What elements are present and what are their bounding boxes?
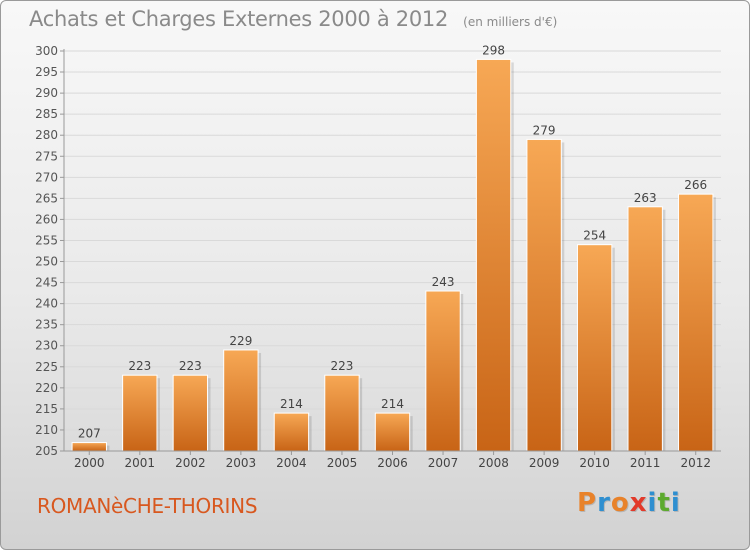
y-tick-label: 225 [35, 360, 58, 374]
y-tick-label: 245 [35, 276, 58, 290]
bar-2005[interactable] [324, 374, 360, 452]
bar-value-label: 243 [432, 275, 455, 289]
x-tick-label: 2011 [630, 456, 661, 470]
x-axis: 2000 2001 2002 2003 2004 2005 2006 2007 2008 2009… [64, 450, 721, 470]
y-axis: 205 210 215 220 225 230 235 240 245 250 255 260 265 2… [35, 44, 65, 458]
x-tick-label: 2007 [428, 456, 459, 470]
logo-letter: o [610, 488, 630, 518]
bar-2001[interactable] [122, 374, 158, 452]
logo-letter: r [597, 488, 611, 518]
y-tick-label: 210 [35, 423, 58, 437]
proxiti-logo[interactable]: Proxiti [577, 488, 681, 518]
y-tick-label: 230 [35, 339, 58, 353]
logo-letter: i [670, 488, 681, 518]
bar-value-label: 223 [179, 359, 202, 373]
commune-name: ROMANèCHE-THORINS [37, 494, 258, 518]
bar-2007[interactable] [425, 290, 461, 452]
x-tick-label: 2006 [377, 456, 408, 470]
x-tick-label: 2001 [125, 456, 156, 470]
y-tick-label: 235 [35, 318, 58, 332]
y-tick-label: 215 [35, 402, 58, 416]
x-tick-label: 2005 [327, 456, 358, 470]
bar-2004[interactable] [273, 412, 310, 452]
logo-letter: x [629, 488, 648, 518]
y-tick-label: 250 [35, 255, 58, 269]
y-tick-label: 300 [35, 44, 58, 58]
grid-layer [64, 50, 721, 452]
bar-value-label: 279 [533, 123, 556, 137]
bar-value-label: 229 [229, 334, 252, 348]
logo-letter: t [657, 488, 671, 518]
chart-unit: (en milliers d'€) [463, 15, 558, 29]
bar-value-label: 266 [684, 178, 707, 192]
y-tick-label: 265 [35, 191, 58, 205]
bar-value-label: 298 [482, 43, 505, 57]
bar-value-label: 254 [583, 229, 606, 243]
bar-value-label: 207 [78, 427, 101, 441]
bar-value-label: 263 [634, 191, 657, 205]
x-tick-label: 2010 [579, 456, 610, 470]
y-tick-label: 220 [35, 381, 58, 395]
y-tick-label: 280 [35, 128, 58, 142]
x-tick-label: 2012 [680, 456, 711, 470]
x-tick-label: 2002 [175, 456, 206, 470]
bar-2009[interactable] [526, 138, 562, 452]
bar-2000[interactable] [71, 442, 107, 452]
bar-value-label: 214 [381, 397, 404, 411]
bars-layer: 207 223 223 229 214 223 214 243 298 279 254 263 266 [71, 43, 716, 452]
y-tick-label: 240 [35, 297, 58, 311]
x-tick-label: 2000 [74, 456, 105, 470]
bar-2012[interactable] [678, 193, 714, 452]
y-tick-label: 205 [35, 444, 58, 458]
bar-2002[interactable] [172, 374, 209, 452]
bar-2006[interactable] [374, 412, 411, 452]
y-tick-label: 255 [35, 233, 58, 247]
x-tick-label: 2004 [276, 456, 307, 470]
x-tick-label: 2008 [478, 456, 509, 470]
y-tick-label: 295 [35, 65, 58, 79]
y-tick-label: 275 [35, 149, 58, 163]
y-tick-label: 260 [35, 212, 58, 226]
x-tick-label: 2009 [529, 456, 560, 470]
logo-letter: P [577, 488, 598, 518]
title-row: Achats et Charges Externes 2000 à 2012 (… [29, 7, 557, 31]
bar-2011[interactable] [627, 206, 663, 452]
x-tick-label: 2003 [226, 456, 257, 470]
bar-value-label: 223 [331, 359, 354, 373]
y-tick-label: 285 [35, 107, 58, 121]
y-tick-label: 270 [35, 170, 58, 184]
bar-value-label: 214 [280, 397, 303, 411]
logo-letter: i [647, 488, 658, 518]
y-tick-label: 290 [35, 86, 58, 100]
bar-2003[interactable] [223, 349, 259, 452]
chart-title: Achats et Charges Externes 2000 à 2012 [29, 7, 449, 31]
bar-value-label: 223 [128, 359, 151, 373]
bar-2010[interactable] [576, 244, 613, 452]
bar-2008[interactable] [475, 58, 512, 452]
